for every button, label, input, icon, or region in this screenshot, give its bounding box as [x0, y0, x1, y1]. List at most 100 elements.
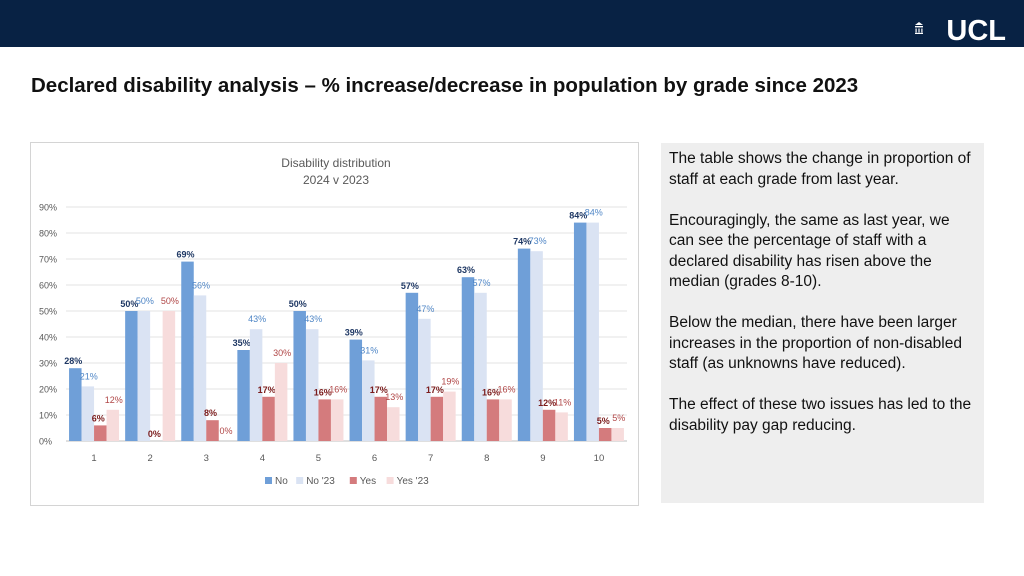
data-label: 50%	[161, 296, 179, 306]
x-tick-label: 1	[91, 453, 96, 464]
ucl-portico-icon	[915, 22, 923, 34]
x-tick-label: 7	[428, 453, 433, 464]
bar-yes-23	[274, 363, 288, 441]
data-label: 17%	[258, 385, 276, 395]
data-label: 57%	[472, 278, 490, 288]
data-label: 16%	[497, 384, 515, 394]
data-label: 16%	[329, 384, 347, 394]
legend-label: No	[275, 476, 288, 487]
legend-label: Yes	[360, 476, 376, 487]
data-label: 43%	[248, 314, 266, 324]
bar-no	[517, 248, 531, 441]
legend-label: No '23	[306, 476, 335, 487]
data-label: 50%	[136, 296, 154, 306]
data-label: 0%	[148, 429, 161, 439]
ucl-logo: UCL	[946, 15, 1006, 47]
data-label: 8%	[204, 408, 217, 418]
legend-swatch	[265, 477, 272, 484]
bar-no-23	[81, 386, 95, 441]
data-label: 39%	[345, 328, 363, 338]
data-label: 0%	[219, 426, 232, 436]
bar-yes-23	[330, 399, 344, 441]
bar-no	[349, 339, 363, 441]
legend-swatch	[386, 477, 394, 484]
data-label: 12%	[538, 398, 556, 408]
bar-yes-23	[499, 399, 512, 441]
data-label: 43%	[304, 314, 322, 324]
x-tick-label: 4	[260, 453, 265, 464]
x-tick-label: 8	[484, 453, 489, 464]
x-tick-label: 5	[316, 453, 321, 464]
bar-no-23	[305, 329, 319, 441]
data-label: 11%	[554, 397, 571, 407]
bar-no-23	[418, 318, 431, 441]
data-label: 28%	[64, 356, 82, 366]
bar-yes	[598, 428, 612, 441]
bar-no-23	[362, 360, 375, 441]
bar-no-23	[249, 329, 263, 441]
commentary-paragraph-2: Encouragingly, the same as last year, we…	[669, 211, 950, 291]
bar-no	[405, 292, 419, 441]
bar-no	[69, 368, 82, 441]
commentary-paragraph-4: The effect of these two issues has led t…	[669, 396, 972, 434]
bar-yes-23	[443, 391, 456, 441]
data-label: 50%	[289, 299, 307, 309]
data-label: 57%	[401, 281, 419, 291]
x-tick-label: 9	[540, 453, 545, 464]
bar-yes	[374, 396, 388, 441]
commentary-paragraph-1: The table shows the change in proportion…	[669, 150, 971, 188]
data-label: 5%	[612, 413, 625, 423]
data-label: 47%	[416, 304, 434, 314]
header-bar: UCL	[0, 0, 1024, 47]
y-tick-label: 0%	[39, 437, 52, 447]
bar-yes-23	[611, 428, 624, 441]
bar-yes	[542, 409, 556, 441]
x-tick-label: 6	[372, 453, 377, 464]
bar-yes-23	[162, 311, 176, 441]
bar-no	[461, 277, 475, 441]
x-tick-label: 2	[148, 453, 153, 464]
data-label: 17%	[426, 385, 444, 395]
data-label: 13%	[385, 392, 403, 402]
data-label: 56%	[192, 280, 210, 290]
bar-yes	[430, 396, 444, 441]
y-tick-label: 10%	[39, 411, 57, 421]
data-label: 73%	[529, 236, 547, 246]
bar-yes	[94, 425, 107, 441]
legend-swatch	[296, 477, 304, 484]
data-label: 5%	[597, 416, 610, 426]
chart-container: Disability distribution 2024 v 2023 0% 10% 2…	[30, 142, 639, 506]
data-label: 31%	[360, 345, 378, 355]
x-tick-label: 3	[204, 453, 209, 464]
data-label: 84%	[569, 211, 587, 221]
data-label: 17%	[370, 385, 388, 395]
bar-no	[573, 222, 587, 441]
legend-label: Yes '23	[397, 476, 430, 487]
y-tick-label: 80%	[39, 229, 57, 239]
bar-yes	[486, 399, 500, 441]
chart-title-line: Disability distribution	[281, 156, 390, 170]
data-label: 16%	[314, 387, 332, 397]
bar-no-23	[137, 311, 151, 441]
bar-no	[125, 311, 138, 441]
y-tick-label: 70%	[39, 255, 57, 265]
bar-yes	[318, 399, 331, 441]
commentary-paragraph-3: Below the median, there have been larger…	[669, 314, 962, 372]
y-tick-label: 30%	[39, 359, 57, 369]
bar-no-23	[586, 222, 599, 441]
bar-yes	[262, 396, 275, 441]
data-label: 50%	[120, 299, 138, 309]
bar-no-23	[193, 295, 207, 441]
bar-yes	[206, 420, 219, 441]
x-tick-label: 10	[594, 453, 605, 464]
data-label: 35%	[233, 338, 251, 348]
y-tick-label: 40%	[39, 333, 57, 343]
chart-title-line: 2024 v 2023	[303, 173, 369, 187]
data-label: 21%	[80, 371, 98, 381]
data-label: 84%	[585, 208, 603, 218]
commentary-panel: The table shows the change in proportion…	[661, 143, 984, 503]
page-title: Declared disability analysis – % increas…	[31, 74, 859, 97]
data-label: 63%	[457, 265, 475, 275]
bar-no	[293, 311, 306, 441]
